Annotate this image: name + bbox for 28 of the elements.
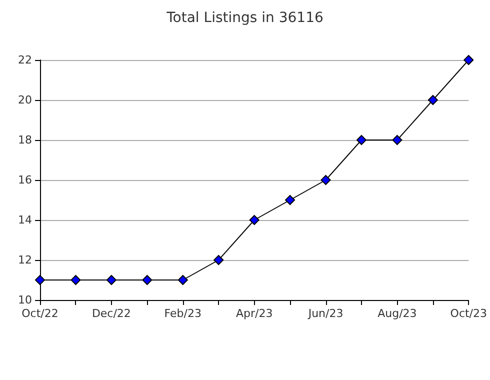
point [35,275,45,285]
y-tick-label: 16 [18,174,32,186]
point [249,215,260,225]
x-tick-label: Aug/23 [378,307,417,320]
point [178,275,188,285]
y-tick-label: 12 [18,254,32,266]
x-tick-label: Oct/22 [22,307,58,320]
y-tick-label: 14 [18,214,32,226]
point [70,275,81,285]
x-tick-label: Dec/22 [92,307,131,320]
y-tick-label: 10 [18,294,32,306]
point [285,195,296,205]
x-tick-label: Jun/23 [307,307,344,320]
x-tick-label: Apr/23 [236,307,273,320]
point [142,275,152,285]
y-tick-label: 18 [18,134,32,146]
x-tick-label: Feb/23 [164,307,202,320]
y-tick-label: 22 [18,54,32,66]
point [392,135,402,145]
x-tick-label: Oct/23 [450,307,488,320]
point [106,275,116,285]
point [320,175,331,185]
point [214,255,224,265]
point [464,55,474,65]
chart-title: Total Listings in 36116 [166,10,324,26]
point [356,135,366,145]
y-tick-label: 20 [18,94,32,106]
point [428,95,438,105]
